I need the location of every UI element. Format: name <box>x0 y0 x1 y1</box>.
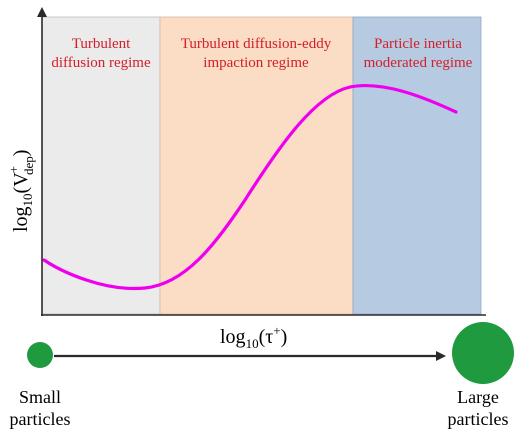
region-3-label-line-2: moderated regime <box>364 55 473 71</box>
region-2-label-line-1: Turbulent diffusion-eddy <box>181 36 332 52</box>
region-3-label-line-1: Particle inertia <box>374 36 462 52</box>
deposition-velocity-curve <box>42 84 458 291</box>
region-turbulent-diffusion <box>41 16 161 315</box>
region-2-label-line-2: impaction regime <box>203 55 309 71</box>
large-particles-label-line-1: Large <box>457 387 499 407</box>
large-particles-label-line-2: particles <box>448 409 509 429</box>
small-particle-icon <box>27 342 53 368</box>
region-inertia-moderated <box>352 16 482 315</box>
small-particles-label-line-1: Small <box>19 387 61 407</box>
x-axis-label: log10(τ+) <box>220 323 287 351</box>
region-1-label-line-2: diffusion regime <box>51 55 151 71</box>
y-axis-label: log10(V+dep) <box>6 150 36 232</box>
small-particles-label-line-2: particles <box>10 409 71 429</box>
region-1-label-line-1: Turbulent <box>72 36 131 52</box>
large-particle-icon <box>452 322 514 384</box>
